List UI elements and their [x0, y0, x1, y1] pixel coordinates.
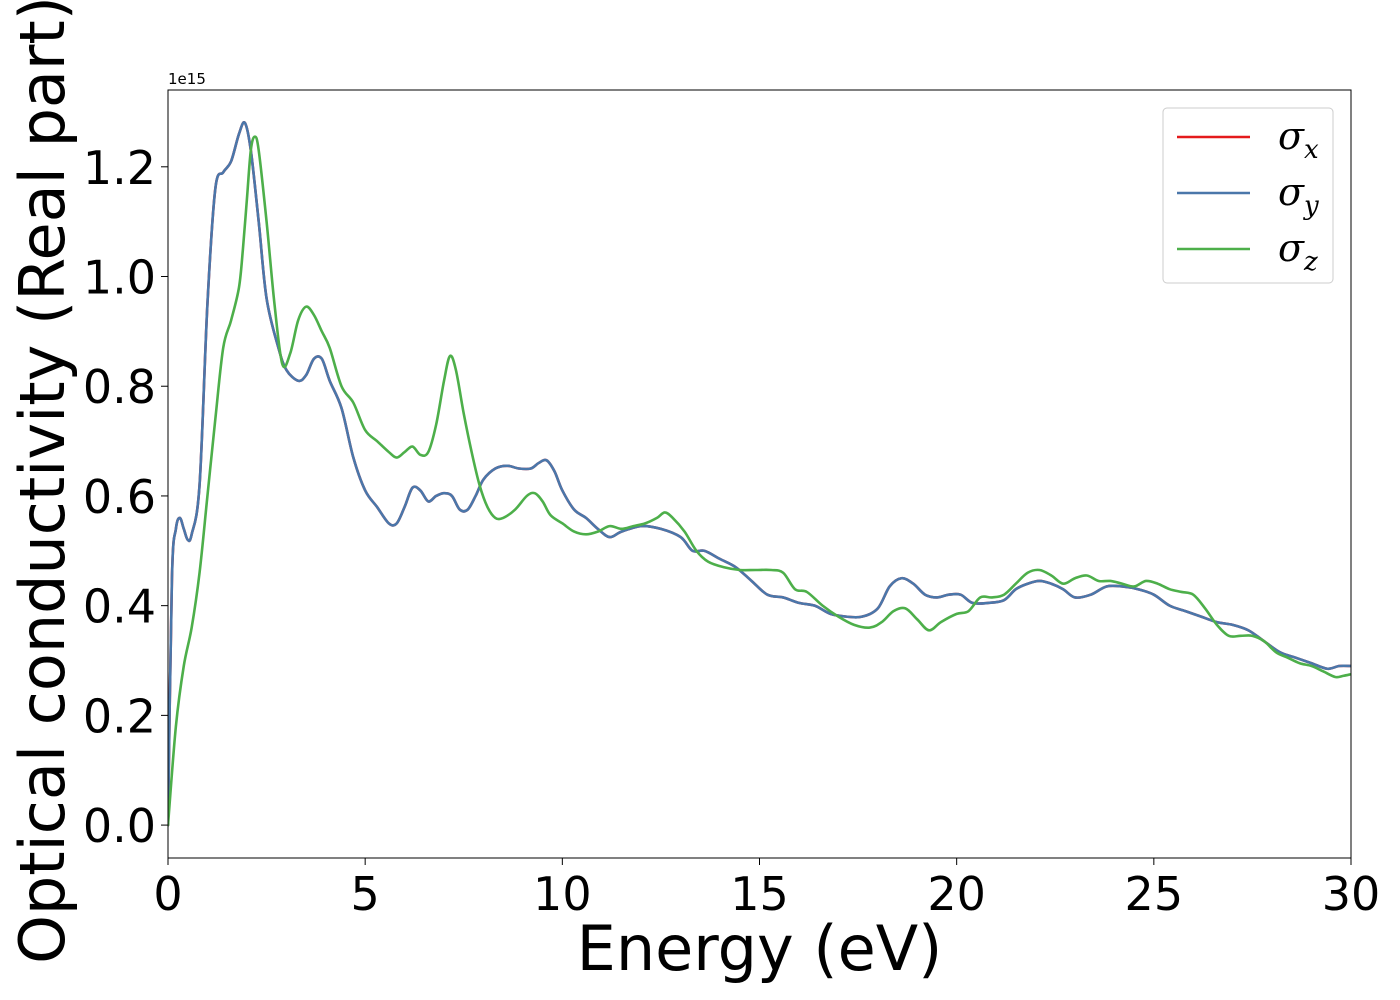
- x-tick-label: 5: [351, 867, 380, 921]
- x-tick-label: 25: [1125, 867, 1184, 921]
- y-axis-title: Optical conductivity (Real part): [6, 0, 79, 964]
- plot-background: [168, 90, 1351, 858]
- series-line-z: [168, 135, 1351, 827]
- series-lines: [168, 121, 1351, 827]
- y-axis: 0.0 0.2 0.4 0.6 0.8 1.0 1.2: [83, 141, 168, 853]
- x-tick-label: 0: [153, 867, 182, 921]
- y-tick-label: 0.4: [83, 580, 156, 634]
- y-tick-label: 0.0: [83, 799, 156, 853]
- x-tick-label: 20: [927, 867, 986, 921]
- x-tick-label: 10: [533, 867, 592, 921]
- y-tick-label: 1.0: [83, 251, 156, 305]
- plot-area: [167, 89, 1352, 859]
- legend-label-y: σy: [1278, 170, 1319, 221]
- x-tick-label: 30: [1322, 867, 1381, 921]
- legend-box: [1162, 107, 1334, 284]
- y-tick-label: 0.8: [83, 360, 156, 414]
- y-offset-label: 1e15: [168, 70, 206, 88]
- series-line-y: [168, 121, 1351, 827]
- y-tick-label: 0.6: [83, 470, 156, 524]
- legend-label-x: σx: [1278, 114, 1319, 165]
- x-axis-title: Energy (eV): [577, 912, 943, 985]
- y-tick-label: 0.2: [83, 689, 156, 743]
- x-axis: 0 5 10 15 20 25 30: [153, 858, 1380, 921]
- y-tick-label: 1.2: [83, 141, 156, 195]
- x-tick-label: 15: [730, 867, 789, 921]
- legend-label-z: σz: [1278, 226, 1318, 277]
